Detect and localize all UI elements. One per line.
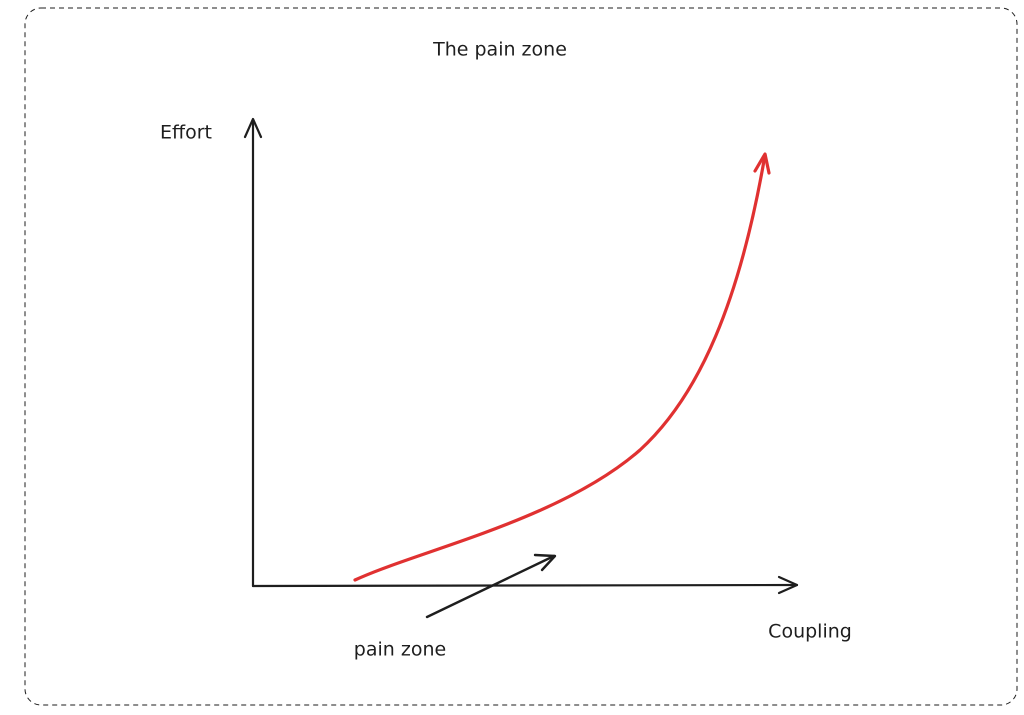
y-axis-label: Effort — [160, 122, 212, 144]
x-axis-label: Coupling — [768, 621, 852, 643]
effort-curve — [353, 153, 767, 582]
x-axis-arrowhead — [777, 575, 799, 595]
frame — [24, 7, 1018, 706]
annotation-arrowhead — [533, 553, 557, 572]
annotation-arrow — [425, 554, 556, 619]
title: The pain zone — [432, 39, 567, 61]
x-axis — [251, 583, 799, 588]
y-axis-arrowhead — [243, 117, 263, 139]
curve-arrowhead — [753, 152, 771, 175]
annotation-label: pain zone — [354, 639, 446, 661]
